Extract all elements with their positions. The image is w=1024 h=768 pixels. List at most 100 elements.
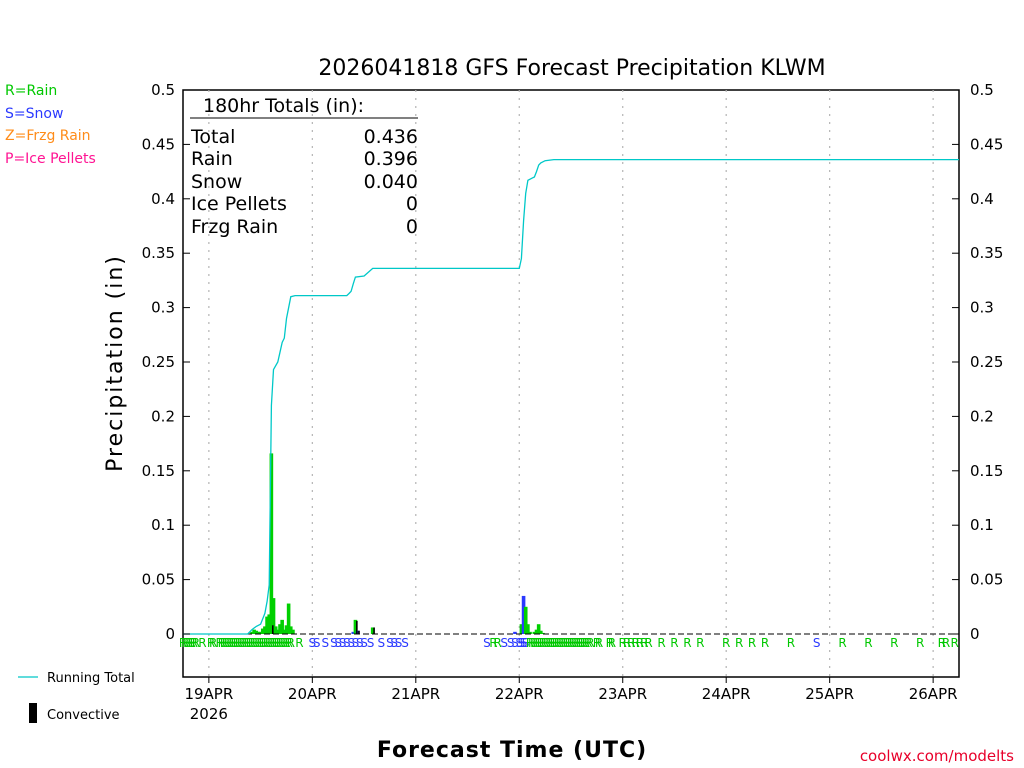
- y-tick-label-left: 0.2: [151, 407, 175, 425]
- ptype-letter: R: [631, 636, 639, 650]
- totals-heading: 180hr Totals (in):: [203, 95, 364, 117]
- ptype-letter: R: [556, 636, 564, 650]
- y-tick-label-left: 0.35: [142, 244, 175, 262]
- ptype-letter: S: [511, 636, 519, 650]
- x-tick-label: 24APR: [702, 685, 751, 703]
- ptype-letter: S: [334, 636, 342, 650]
- precip-bar: [273, 626, 278, 634]
- y-tick-label-right: 0.45: [970, 135, 1003, 153]
- ptype-letter: R: [276, 636, 284, 650]
- ptype-letter: R: [280, 636, 288, 650]
- ptype-letter: R: [237, 636, 245, 650]
- ptype-letter: R: [580, 636, 588, 650]
- ptype-letter: R: [942, 636, 950, 650]
- ptype-letter: R: [552, 636, 560, 650]
- totals-label-frzg-rain: Frzg Rain: [191, 216, 278, 238]
- precip-bar: [267, 614, 272, 634]
- ptype-letter: S: [309, 636, 317, 650]
- legend-convective-swatch: [29, 703, 37, 723]
- ptype-letter: R: [526, 636, 534, 650]
- ptype-letter: R: [569, 636, 577, 650]
- ptype-letter: R: [541, 636, 549, 650]
- precip-bar: [256, 631, 261, 634]
- ptype-letter: R: [640, 636, 648, 650]
- ptype-letter: R: [578, 636, 586, 650]
- ptype-letter: R: [565, 636, 573, 650]
- y-axis-right: 0 0.05 0.1 0.15 0.2 0.25 0.3 0.35 0.4 0.45 0.5: [952, 81, 1003, 643]
- precip-bar: [532, 631, 537, 634]
- ptype-letter: R: [252, 636, 260, 650]
- y-tick-label-right: 0.15: [970, 462, 1003, 480]
- precip-bar: [254, 630, 259, 634]
- ptype-letter: R: [228, 636, 236, 650]
- ptype-letter: R: [254, 636, 262, 650]
- y-tick-label-left: 0.5: [151, 81, 175, 99]
- ptype-letter: S: [386, 636, 394, 650]
- precip-bar: [370, 627, 375, 634]
- ptype-letter: R: [563, 636, 571, 650]
- ptype-letter: S: [330, 636, 338, 650]
- precip-bar: [541, 632, 545, 634]
- ptype-legend: R=Rain S=Snow Z=Frzg Rain P=Ice Pellets: [5, 83, 96, 167]
- y-tick-label-right: 0.5: [970, 81, 994, 99]
- precip-bar: [351, 631, 356, 634]
- ptype-letter: R: [864, 636, 872, 650]
- totals-label-rain: Rain: [191, 148, 233, 170]
- legend-ice-pellets: P=Ice Pellets: [5, 151, 96, 167]
- ptype-letter: R: [248, 636, 256, 650]
- ptype-letter: R: [595, 636, 603, 650]
- ptype-letter: R: [606, 636, 614, 650]
- y-axis-left: 0 0.05 0.1 0.15 0.2 0.25 0.3 0.35 0.4 0.45 0.5: [142, 81, 190, 643]
- precip-bar: [288, 626, 293, 634]
- ptype-letter: R: [220, 636, 228, 650]
- ptype-letter: R: [267, 636, 275, 650]
- precip-bar: [265, 616, 269, 634]
- ptype-letter: R: [282, 636, 290, 650]
- ptype-letter: R: [623, 636, 631, 650]
- legend-running-total-label: Running Total: [47, 671, 135, 686]
- y-tick-label-right: 0.35: [970, 244, 1003, 262]
- ptype-letter: R: [272, 636, 280, 650]
- ptype-letter: R: [256, 636, 264, 650]
- running-total-line: [183, 158, 959, 635]
- vertical-gridlines: [208, 90, 934, 677]
- totals-value-total: 0.436: [364, 126, 418, 148]
- ptype-letter: R: [619, 636, 627, 650]
- ptype-letter: R: [530, 636, 538, 650]
- precip-bar: [526, 624, 530, 634]
- x-tick-label: 23APR: [598, 685, 647, 703]
- ptype-letter: R: [243, 636, 251, 650]
- precip-bar: [280, 619, 284, 634]
- ptype-letter: S: [395, 636, 403, 650]
- ptype-letter: R: [608, 636, 616, 650]
- ptype-letter: R: [183, 636, 191, 650]
- ptype-letter: R: [233, 636, 241, 650]
- ptype-letter: S: [352, 636, 360, 650]
- ptype-letter: R: [534, 636, 542, 650]
- totals-value-frzg-rain: 0: [406, 216, 418, 238]
- x-tick-label: 26APR: [909, 685, 958, 703]
- totals-value-rain: 0.396: [364, 148, 418, 170]
- ptype-letter: R: [735, 636, 743, 650]
- precip-bar: [269, 453, 274, 634]
- y-tick-label-left: 0.4: [151, 190, 175, 208]
- ptype-letter: S: [321, 636, 329, 650]
- y-tick-label-right: 0.4: [970, 190, 994, 208]
- ptype-letter: R: [696, 636, 704, 650]
- y-tick-label-left: 0: [165, 625, 175, 643]
- ptype-letter: R: [938, 636, 946, 650]
- precip-bar: [278, 624, 282, 634]
- convective-bar: [356, 620, 358, 634]
- y-tick-label-right: 0.3: [970, 299, 994, 317]
- ptype-letter: R: [838, 636, 846, 650]
- ptype-letter: S: [390, 636, 398, 650]
- ptype-letter: R: [192, 636, 200, 650]
- ptype-letter: R: [284, 636, 292, 650]
- ptype-letter: R: [489, 636, 497, 650]
- ptype-letter: S: [507, 636, 515, 650]
- ptype-letter: S: [343, 636, 351, 650]
- ptype-letter: R: [261, 636, 269, 650]
- ptype-letter: S: [518, 636, 526, 650]
- ptype-letter: R: [683, 636, 691, 650]
- totals-value-snow: 0.040: [364, 171, 418, 193]
